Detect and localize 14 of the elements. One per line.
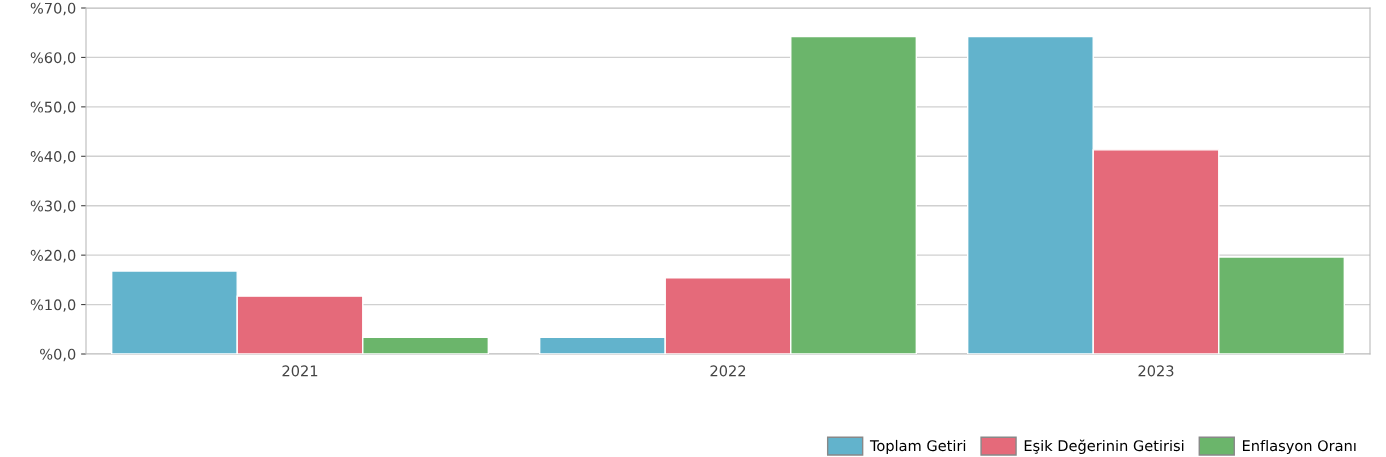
y-tick-label: %40,0 — [30, 151, 76, 164]
y-tick-label: %30,0 — [30, 200, 76, 213]
y-tick-label: %0,0 — [40, 348, 76, 362]
legend-label: Enflasyon Oranı — [1242, 439, 1356, 454]
y-tick-label: %20,0 — [30, 249, 76, 263]
y-tick-label: %60,0 — [30, 52, 76, 65]
legend-label: Eşik Değerinin Getirisi — [1024, 439, 1184, 454]
y-tick-label: %70,0 — [30, 2, 76, 16]
y-tick-label: %50,0 — [30, 101, 76, 115]
x-tick-label: 2022 — [710, 365, 746, 377]
x-tick-label: 2021 — [282, 365, 318, 377]
legend-label: Toplam Getiri — [869, 439, 966, 454]
x-tick-label: 2023 — [1138, 365, 1174, 377]
y-tick-label: %10,0 — [30, 299, 76, 312]
